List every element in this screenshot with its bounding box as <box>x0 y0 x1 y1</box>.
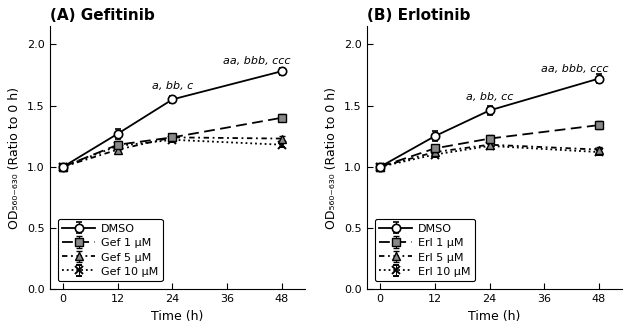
Text: (A) Gefitinib: (A) Gefitinib <box>50 8 154 23</box>
Legend: DMSO, Erl 1 μM, Erl 5 μM, Erl 10 μM: DMSO, Erl 1 μM, Erl 5 μM, Erl 10 μM <box>375 219 475 281</box>
Text: a, bb, cc: a, bb, cc <box>466 92 513 102</box>
Y-axis label: OD₅₆₀₋₆₃₀ (Ratio to 0 h): OD₅₆₀₋₆₃₀ (Ratio to 0 h) <box>8 87 21 229</box>
Text: a, bb, c: a, bb, c <box>152 81 193 91</box>
Text: (B) Erlotinib: (B) Erlotinib <box>367 8 470 23</box>
Text: aa, bbb, ccc: aa, bbb, ccc <box>541 64 608 74</box>
X-axis label: Time (h): Time (h) <box>468 310 520 323</box>
Y-axis label: OD₅₆₀₋₆₃₀ (Ratio to 0 h): OD₅₆₀₋₆₃₀ (Ratio to 0 h) <box>326 87 338 229</box>
X-axis label: Time (h): Time (h) <box>151 310 203 323</box>
Text: aa, bbb, ccc: aa, bbb, ccc <box>224 56 291 66</box>
Legend: DMSO, Gef 1 μM, Gef 5 μM, Gef 10 μM: DMSO, Gef 1 μM, Gef 5 μM, Gef 10 μM <box>57 219 163 281</box>
